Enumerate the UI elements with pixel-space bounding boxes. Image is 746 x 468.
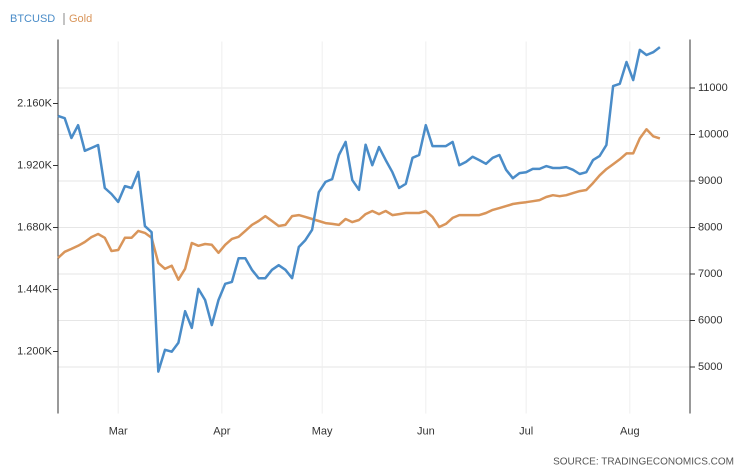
series-line: [57, 46, 661, 373]
x-tick-label: Apr: [213, 425, 230, 437]
y-tick-label: 1.920K: [17, 159, 53, 171]
series-line: [57, 128, 661, 281]
y-tick-label: 2.160K: [17, 97, 53, 109]
y2-tick-label: 8000: [698, 221, 722, 233]
y2-tick-label: 9000: [698, 175, 722, 187]
x-tick-label: Jun: [417, 425, 435, 437]
legend-label: Gold: [69, 13, 92, 25]
x-tick-label: Aug: [620, 425, 640, 437]
x-tick-label: May: [312, 425, 333, 437]
x-tick-label: Jul: [519, 425, 533, 437]
y-tick-label: 1.680K: [17, 221, 53, 233]
y2-tick-label: 10000: [698, 128, 729, 140]
source: SOURCE: TRADINGECONOMICS.COM: [553, 457, 734, 468]
y2-tick-label: 11000: [698, 82, 728, 94]
y-tick-label: 1.200K: [17, 345, 53, 357]
y2-tick-label: 6000: [698, 314, 722, 326]
y2-tick-label: 5000: [698, 361, 722, 373]
y2-tick-label: 7000: [698, 268, 722, 280]
x-tick-label: Mar: [109, 425, 128, 437]
legend-label: BTCUSD: [10, 13, 55, 25]
y-tick-label: 1.440K: [17, 283, 53, 295]
